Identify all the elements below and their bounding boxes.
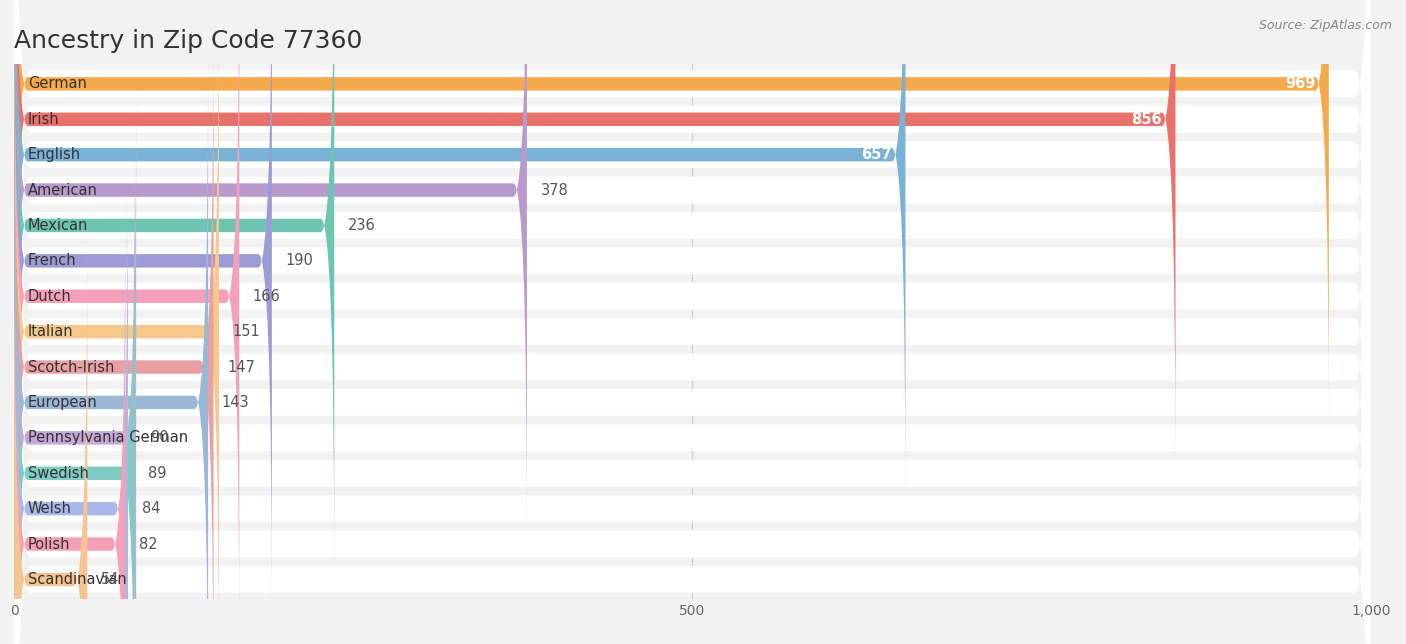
FancyBboxPatch shape	[14, 0, 1371, 644]
Text: Ancestry in Zip Code 77360: Ancestry in Zip Code 77360	[14, 29, 363, 53]
Text: 54: 54	[101, 572, 120, 587]
Text: 969: 969	[1285, 77, 1315, 91]
FancyBboxPatch shape	[14, 197, 125, 644]
Text: Scotch-Irish: Scotch-Irish	[28, 359, 114, 375]
Text: Welsh: Welsh	[28, 501, 72, 516]
FancyBboxPatch shape	[14, 126, 135, 644]
FancyBboxPatch shape	[14, 162, 128, 644]
FancyBboxPatch shape	[14, 0, 905, 502]
Text: Mexican: Mexican	[28, 218, 89, 233]
Text: 190: 190	[285, 253, 314, 269]
FancyBboxPatch shape	[14, 0, 219, 644]
Text: American: American	[28, 182, 97, 198]
Text: Scandinavian: Scandinavian	[28, 572, 127, 587]
FancyBboxPatch shape	[14, 232, 87, 644]
Text: English: English	[28, 147, 80, 162]
FancyBboxPatch shape	[14, 0, 1371, 566]
FancyBboxPatch shape	[14, 0, 1371, 644]
FancyBboxPatch shape	[14, 20, 214, 644]
FancyBboxPatch shape	[14, 0, 1371, 637]
Text: 89: 89	[149, 466, 167, 481]
Text: 147: 147	[228, 359, 254, 375]
FancyBboxPatch shape	[14, 0, 1371, 531]
FancyBboxPatch shape	[14, 97, 1371, 644]
FancyBboxPatch shape	[14, 55, 208, 644]
Text: 143: 143	[222, 395, 249, 410]
Text: Polish: Polish	[28, 536, 70, 551]
Text: Italian: Italian	[28, 324, 73, 339]
Text: German: German	[28, 77, 87, 91]
FancyBboxPatch shape	[14, 0, 1329, 431]
Text: 856: 856	[1132, 112, 1161, 127]
FancyBboxPatch shape	[14, 0, 1371, 601]
FancyBboxPatch shape	[14, 91, 136, 644]
Text: Pennsylvania German: Pennsylvania German	[28, 430, 188, 446]
Text: Dutch: Dutch	[28, 289, 72, 304]
FancyBboxPatch shape	[14, 0, 239, 643]
FancyBboxPatch shape	[14, 26, 1371, 644]
FancyBboxPatch shape	[14, 133, 1371, 644]
Text: 84: 84	[142, 501, 160, 516]
FancyBboxPatch shape	[14, 0, 1371, 644]
Text: Source: ZipAtlas.com: Source: ZipAtlas.com	[1258, 19, 1392, 32]
FancyBboxPatch shape	[14, 0, 1371, 644]
Text: French: French	[28, 253, 76, 269]
FancyBboxPatch shape	[14, 62, 1371, 644]
FancyBboxPatch shape	[14, 0, 271, 608]
Text: 90: 90	[150, 430, 169, 446]
Text: European: European	[28, 395, 97, 410]
FancyBboxPatch shape	[14, 0, 335, 573]
FancyBboxPatch shape	[14, 0, 1175, 466]
Text: 657: 657	[862, 147, 891, 162]
Text: 378: 378	[540, 182, 568, 198]
Text: 166: 166	[253, 289, 281, 304]
FancyBboxPatch shape	[14, 0, 527, 537]
Text: 82: 82	[139, 536, 157, 551]
FancyBboxPatch shape	[14, 168, 1371, 644]
Text: 151: 151	[232, 324, 260, 339]
FancyBboxPatch shape	[14, 0, 1371, 644]
FancyBboxPatch shape	[14, 0, 1371, 495]
Text: 236: 236	[347, 218, 375, 233]
Text: Irish: Irish	[28, 112, 59, 127]
Text: Swedish: Swedish	[28, 466, 89, 481]
